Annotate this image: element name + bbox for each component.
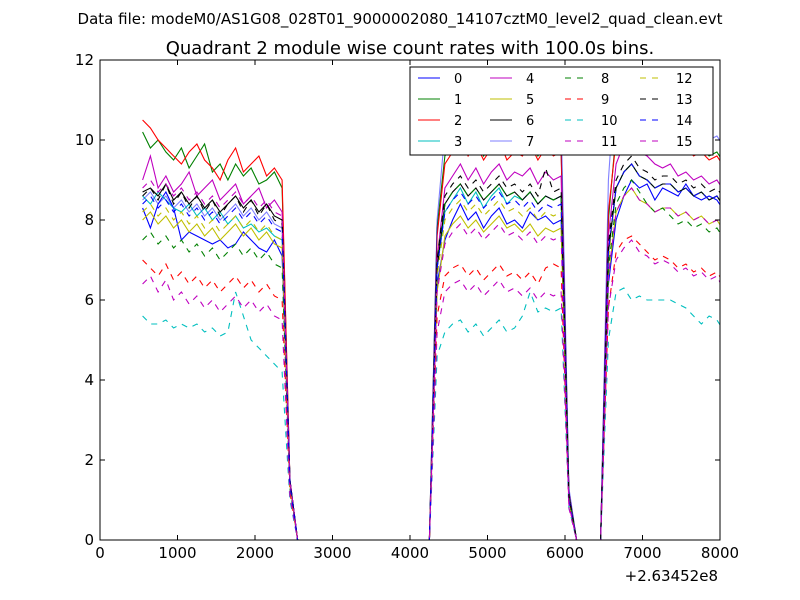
series-line-8: [142, 179, 720, 540]
legend-label: 7: [526, 135, 534, 150]
x-tick-label: 2000: [236, 544, 274, 562]
y-tick-label: 6: [84, 291, 94, 309]
legend-label: 10: [601, 114, 618, 129]
legend-box: [409, 66, 714, 156]
legend-label: 1: [454, 93, 462, 108]
x-tick-label: 5000: [468, 544, 506, 562]
y-tick-label: 10: [75, 131, 94, 149]
legend-label: 13: [676, 93, 693, 108]
x-tick-label: 6000: [546, 544, 584, 562]
series-line-4: [142, 135, 720, 540]
legend-label: 5: [526, 93, 534, 108]
series-line-14: [142, 163, 720, 540]
x-tick-label: 3000: [313, 544, 351, 562]
legend-label: 9: [601, 93, 609, 108]
legend-label: 6: [526, 114, 534, 129]
y-tick-label: 8: [84, 211, 94, 229]
y-tick-label: 12: [75, 51, 94, 69]
series-line-15: [142, 179, 720, 540]
legend-label: 4: [526, 72, 534, 87]
series-line-13: [142, 155, 720, 540]
x-tick-label: 1000: [158, 544, 196, 562]
y-tick-label: 4: [84, 371, 94, 389]
x-tick-label: 4000: [391, 544, 429, 562]
legend-label: 3: [454, 135, 462, 150]
series-line-10: [142, 287, 720, 540]
x-tick-label: 0: [95, 544, 105, 562]
y-tick-label: 0: [84, 531, 94, 549]
legend-label: 2: [454, 114, 462, 129]
legend-label: 14: [676, 114, 693, 129]
legend-label: 11: [601, 135, 618, 150]
legend-label: 0: [454, 72, 462, 87]
ticks-layer: 0 1000 2000 3000 4000 5000 6000 7000 80000246810…: [75, 51, 739, 562]
y-tick-label: 2: [84, 451, 94, 469]
chart-title: Quadrant 2 module wise count rates with …: [166, 38, 655, 59]
legend-label: 8: [601, 72, 609, 87]
x-tick-label: 7000: [623, 544, 661, 562]
chart-suptitle: Data file: modeM0/AS1G08_028T01_90000020…: [78, 10, 723, 29]
legend-label: 15: [676, 135, 693, 150]
x-tick-label: 8000: [701, 544, 739, 562]
legend-label: 12: [676, 72, 693, 87]
x-offset-label: +2.63452e8: [625, 567, 718, 585]
